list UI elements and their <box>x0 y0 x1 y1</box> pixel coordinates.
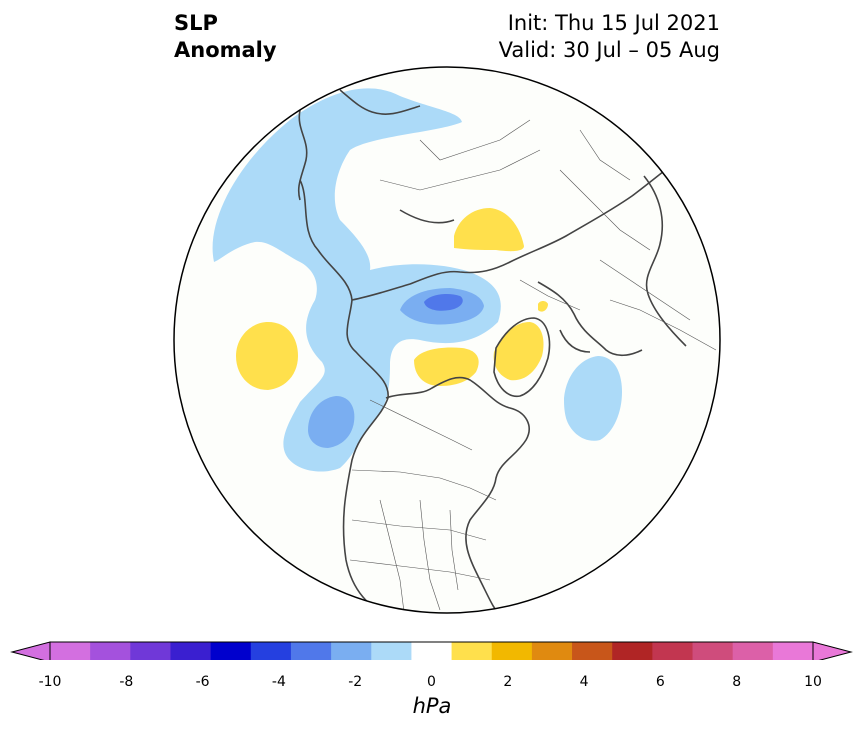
country-boundaries <box>349 119 717 613</box>
colorbar-tick-label: 6 <box>655 674 665 690</box>
negative-anomaly-region-west <box>212 88 501 472</box>
positive-anomaly-greenland <box>493 322 544 381</box>
negative-anomaly-core-alaska <box>308 396 355 448</box>
valid-date: Valid: 30 Jul – 05 Aug <box>498 38 720 62</box>
positive-anomaly-canada <box>414 347 479 386</box>
colorbar-box <box>491 642 533 660</box>
colorbar-box <box>451 642 493 660</box>
anomaly-fills <box>212 88 717 613</box>
colorbar-box <box>331 642 372 660</box>
colorbar-box <box>732 642 774 660</box>
colorbar-unit: hPa <box>412 694 452 718</box>
colorbar-box <box>210 642 252 660</box>
positive-anomaly-pacific <box>236 322 298 390</box>
title-line-2: Anomaly <box>174 38 277 62</box>
colorbar-tick-label: -4 <box>271 674 286 690</box>
colorbar-box <box>130 642 171 660</box>
colorbar-box <box>371 642 412 660</box>
colorbar-box <box>170 642 212 660</box>
colorbar <box>10 641 853 660</box>
colorbar-tick-label: -6 <box>195 674 210 690</box>
colorbar-box <box>652 642 694 660</box>
colorbar-tick-label: 4 <box>579 674 589 690</box>
colorbar-box <box>411 642 453 660</box>
negative-anomaly-region-atlantic <box>564 356 622 441</box>
colorbar-tick-label: 8 <box>732 674 742 690</box>
colorbar-box <box>290 642 332 660</box>
colorbar-over-triangle <box>812 641 853 660</box>
colorbar-box <box>531 642 573 660</box>
positive-anomaly-siberia <box>454 208 524 252</box>
colorbar-under-triangle <box>10 641 51 660</box>
positive-anomaly-scandinavia <box>538 301 548 312</box>
negative-anomaly-max-arctic <box>424 294 463 311</box>
forecast-dates: Init: Thu 15 Jul 2021 Valid: 30 Jul – 05… <box>499 10 720 64</box>
colorbar-box <box>692 642 734 660</box>
map-title: SLP Anomaly <box>174 10 277 64</box>
colorbar-box <box>50 642 91 660</box>
map-boundary <box>173 66 721 614</box>
colorbar-tick-label: 10 <box>804 674 822 690</box>
colorbar-box <box>772 642 814 660</box>
colorbar-box <box>90 642 131 660</box>
colorbar-box <box>250 642 292 660</box>
colorbar-tick-label: 2 <box>503 674 513 690</box>
colorbar-boxes <box>50 642 814 660</box>
colorbar-box <box>612 642 653 660</box>
colorbar-tick-label: 0 <box>427 674 436 690</box>
colorbar-outline <box>49 641 814 660</box>
coastlines <box>297 89 687 613</box>
init-date: Init: Thu 15 Jul 2021 <box>507 11 720 35</box>
colorbar-tick-label: -8 <box>119 674 134 690</box>
colorbar-box <box>572 642 613 660</box>
colorbar-tick-label: -2 <box>348 674 363 690</box>
colorbar-tick-label: -10 <box>38 674 62 690</box>
polar-map <box>173 66 721 614</box>
title-line-1: SLP <box>174 11 218 35</box>
